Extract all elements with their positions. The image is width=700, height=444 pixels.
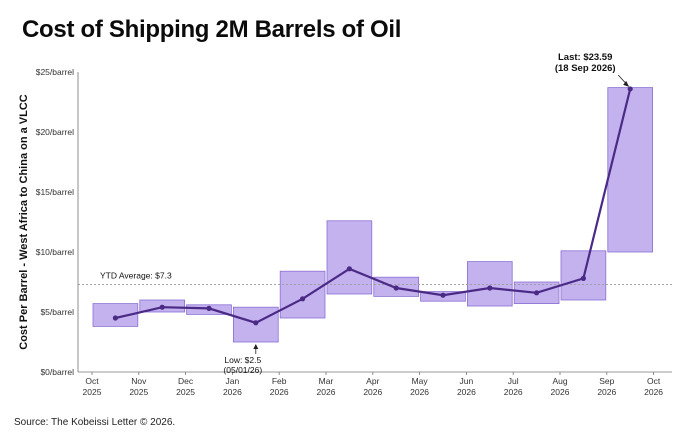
chart-title: Cost of Shipping 2M Barrels of Oil bbox=[22, 16, 402, 43]
x-tick-month: Jan bbox=[226, 376, 240, 386]
source-note: Source: The Kobeissi Letter © 2026. bbox=[14, 417, 176, 428]
x-tick-year: 2026 bbox=[223, 387, 242, 397]
data-point bbox=[112, 315, 118, 321]
x-tick-year: 2026 bbox=[551, 387, 570, 397]
x-tick-year: 2026 bbox=[317, 387, 336, 397]
monthly-range-box bbox=[279, 270, 326, 319]
data-point bbox=[440, 292, 446, 298]
low-date: (05/01/26) bbox=[223, 365, 262, 375]
low-arrowhead bbox=[253, 344, 259, 349]
data-point bbox=[300, 296, 306, 302]
data-point bbox=[580, 275, 587, 281]
x-tick-month: Jun bbox=[460, 376, 474, 386]
x-tick-year: 2026 bbox=[363, 387, 382, 397]
y-tick-label: $15/barrel bbox=[36, 187, 74, 197]
data-point bbox=[253, 320, 259, 326]
data-point bbox=[487, 285, 493, 291]
x-tick-year: 2026 bbox=[504, 387, 523, 397]
x-tick-year: 2026 bbox=[644, 387, 663, 397]
x-tick-month: Sep bbox=[599, 376, 614, 386]
x-tick-month: May bbox=[412, 376, 429, 386]
x-tick-year: 2025 bbox=[129, 387, 148, 397]
monthly-range-box bbox=[92, 303, 139, 327]
low-label: Low: $2.5 bbox=[224, 355, 261, 365]
x-tick-month: Dec bbox=[178, 376, 194, 386]
x-tick-year: 2026 bbox=[597, 387, 616, 397]
y-tick-label: $5/barrel bbox=[40, 307, 74, 317]
data-point bbox=[346, 266, 352, 272]
last-date: (18 Sep 2026) bbox=[555, 63, 616, 74]
series-line bbox=[115, 88, 632, 324]
y-tick-label: $20/barrel bbox=[36, 127, 74, 137]
last-label: Last: $23.59 bbox=[558, 52, 612, 63]
last-arrowhead bbox=[623, 80, 630, 87]
x-tick-month: Nov bbox=[131, 376, 147, 386]
data-point bbox=[206, 305, 212, 311]
x-tick-month: Aug bbox=[552, 376, 567, 386]
y-tick-label: $10/barrel bbox=[36, 247, 74, 257]
x-tick-month: Feb bbox=[272, 376, 287, 386]
y-tick-label: $25/barrel bbox=[36, 67, 74, 77]
x-tick-year: 2026 bbox=[457, 387, 476, 397]
x-tick-year: 2025 bbox=[176, 387, 195, 397]
ytd-average-label: YTD Average: $7.3 bbox=[100, 270, 172, 280]
data-point bbox=[159, 304, 165, 310]
data-point bbox=[534, 290, 540, 296]
x-tick-month: Mar bbox=[319, 376, 334, 386]
y-tick-label: $0/barrel bbox=[40, 367, 74, 377]
monthly-range-box bbox=[466, 261, 513, 307]
x-tick-month: Jul bbox=[508, 376, 519, 386]
last-annotation: Last: $23.59 (18 Sep 2026) bbox=[555, 52, 630, 87]
x-tick-month: Apr bbox=[366, 376, 379, 386]
low-annotation: Low: $2.5 (05/01/26) bbox=[223, 344, 262, 375]
x-tick-year: 2026 bbox=[410, 387, 429, 397]
x-tick-month: Oct bbox=[85, 376, 99, 386]
monthly-range-box bbox=[326, 220, 373, 295]
x-tick-month: Oct bbox=[647, 376, 661, 386]
x-tick-year: 2026 bbox=[270, 387, 289, 397]
data-point bbox=[627, 86, 633, 92]
y-axis-label: Cost Per Barrel - West Africa to China o… bbox=[18, 94, 30, 350]
monthly-range-box bbox=[607, 87, 653, 253]
data-point bbox=[393, 285, 399, 291]
x-tick-year: 2025 bbox=[83, 387, 102, 397]
